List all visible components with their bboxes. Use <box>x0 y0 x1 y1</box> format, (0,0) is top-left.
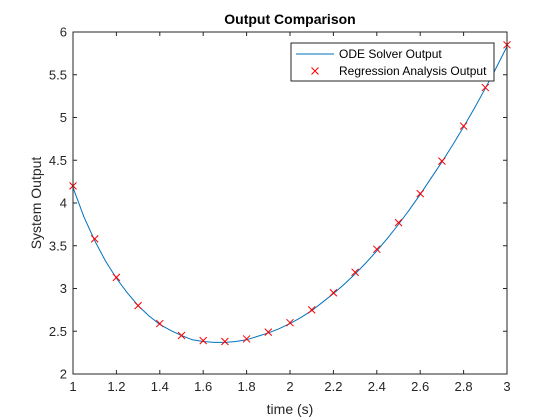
legend-entry-ode-solver-output: ODE Solver Output <box>339 47 442 61</box>
legend: ODE Solver Output Regression Analysis Ou… <box>290 42 495 82</box>
x-tick-label: 1.8 <box>238 379 256 394</box>
x-tick-label: 1 <box>69 379 76 394</box>
x-tick-label: 1.4 <box>151 379 169 394</box>
regression-data-point <box>329 288 338 297</box>
regression-data-point <box>459 122 468 130</box>
x-tick-label: 2 <box>286 379 293 394</box>
chart-title: Output Comparison <box>224 11 355 27</box>
regression-data-point <box>221 337 229 346</box>
regression-data-point <box>286 318 294 327</box>
regression-data-point <box>112 273 121 282</box>
x-tick-label: 2.6 <box>411 379 429 394</box>
regression-data-point <box>416 189 425 198</box>
legend-box <box>290 42 495 82</box>
axes-box <box>72 31 508 375</box>
regression-data-point <box>351 268 359 277</box>
x-tick-label: 1.2 <box>107 379 125 394</box>
ode-solver-line <box>72 46 508 343</box>
x-tick-label: 3 <box>503 379 510 394</box>
regression-data-point <box>438 157 446 165</box>
y-tick-label: 5.5 <box>49 67 67 82</box>
x-tick-label: 2.2 <box>324 379 342 394</box>
y-tick-label: 2.5 <box>49 324 67 339</box>
y-tick-label: 5 <box>60 110 67 125</box>
y-axis-label: System Output <box>28 157 44 250</box>
y-tick-label: 4 <box>60 196 67 211</box>
y-tick-label: 2 <box>60 367 67 382</box>
regression-data-point <box>199 336 208 345</box>
series-ode-solver-output <box>72 46 508 343</box>
regression-data-point <box>242 335 251 343</box>
regression-data-point <box>134 301 142 310</box>
regression-data-point <box>155 319 164 328</box>
x-tick-label: 2.4 <box>368 379 386 394</box>
x-tick-label: 1.6 <box>194 379 212 394</box>
regression-data-point <box>307 306 316 314</box>
tick-labels: 1 1.2 1.4 1.6 1.8 2 2.2 2.4 2.6 2.8 3 2 2.5 3 3.5 4 4.5 5… <box>49 25 511 395</box>
legend-marker-sample <box>311 67 319 75</box>
y-tick-label: 4.5 <box>49 153 67 168</box>
legend-entry-regression-analysis-output: Regression Analysis Output <box>339 64 487 78</box>
x-axis-label: time (s) <box>267 401 314 417</box>
y-tick-label: 6 <box>60 25 67 40</box>
regression-data-point <box>372 245 381 254</box>
y-tick-label: 3.5 <box>49 238 67 253</box>
regression-data-point <box>481 83 490 92</box>
x-tick-label: 2.8 <box>455 379 473 394</box>
y-tick-label: 3 <box>60 281 67 296</box>
regression-data-point <box>394 218 403 227</box>
regression-data-point <box>177 331 186 340</box>
regression-data-point <box>264 328 273 336</box>
plot-area <box>73 32 507 374</box>
legend-marker-x <box>311 67 319 75</box>
regression-data-point <box>90 235 99 243</box>
